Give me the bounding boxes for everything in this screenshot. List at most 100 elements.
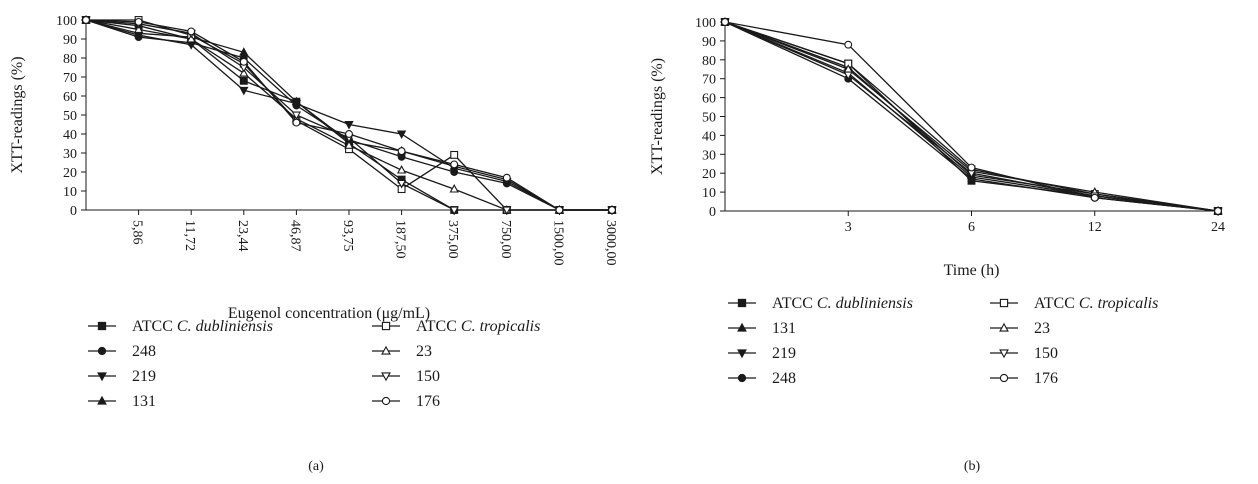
legend-label: ATCC C. tropicalis: [416, 318, 540, 335]
legend-item: ATCC C. dubliniensis: [88, 318, 273, 335]
legend-label: ATCC C. tropicalis: [1034, 295, 1158, 312]
y-tick-label: 70: [63, 71, 77, 86]
x-tick-label: 93,75: [340, 220, 355, 252]
legend-swatch-marker: [999, 373, 1009, 383]
y-tick-label: 90: [63, 33, 77, 48]
y-tick-label: 80: [702, 54, 716, 69]
legend-label: 219: [772, 345, 796, 362]
legend-label: 150: [416, 368, 440, 385]
data-point: [186, 33, 196, 43]
data-point: [967, 163, 976, 172]
legend-swatch-marker: [737, 298, 747, 308]
series-line: [86, 19, 612, 211]
series-atcc-c-tropicalis: [82, 16, 616, 214]
y-tick-label: 10: [63, 185, 77, 200]
data-point: [450, 160, 459, 169]
x-tick-label: 3000,00: [603, 220, 618, 266]
series-176: [721, 18, 1222, 215]
data-point: [502, 173, 511, 182]
data-point: [134, 17, 143, 26]
y-axis-label: XTT-readings (%): [649, 58, 666, 175]
legend-swatch-marker: [381, 345, 391, 355]
legend-label: 150: [1034, 345, 1058, 362]
y-tick-label: 70: [702, 73, 716, 88]
data-point: [291, 96, 302, 106]
y-tick-label: 20: [63, 166, 77, 181]
x-tick-label: 6: [968, 220, 975, 235]
legend-item: 248: [728, 370, 796, 387]
legend-label-species: C. tropicalis: [461, 318, 540, 335]
legend-label: 248: [772, 370, 796, 387]
x-tick-label: 46,87: [287, 220, 302, 252]
legend-item: 23: [372, 343, 432, 360]
y-tick-label: 40: [63, 128, 77, 143]
legend-label: 176: [1034, 370, 1058, 387]
legend-swatch-marker: [999, 349, 1009, 359]
series-line: [85, 19, 612, 211]
legend-swatch-marker: [737, 373, 747, 383]
x-tick-label: 750,00: [498, 220, 513, 259]
data-point: [82, 16, 90, 24]
y-tick-label: 50: [702, 111, 716, 126]
series-line: [85, 19, 612, 211]
legend-label: 176: [416, 393, 440, 410]
data-point: [239, 57, 248, 66]
data-point: [844, 40, 853, 49]
data-point: [239, 68, 249, 77]
legend-label-species: C. dubliniensis: [817, 295, 913, 312]
y-tick-label: 90: [702, 35, 716, 50]
y-tick-label: 100: [56, 14, 77, 29]
legend-item: 150: [990, 345, 1058, 362]
y-tick-label: 10: [702, 186, 716, 201]
legend-label-prefix: ATCC: [772, 295, 817, 312]
y-tick-label: 60: [63, 90, 77, 105]
legend-swatch-marker: [999, 298, 1009, 308]
y-tick-label: 30: [63, 147, 77, 162]
x-axis-label: Eugenol concentration (μg/mL): [228, 305, 430, 322]
data-point: [450, 150, 459, 159]
legend-item: ATCC C. tropicalis: [372, 318, 540, 335]
series-219: [81, 16, 617, 216]
series-line: [85, 19, 612, 211]
x-axis-label: Time (h): [944, 262, 1000, 279]
legend-item: ATCC C. tropicalis: [990, 295, 1158, 312]
x-tick-label: 3: [845, 220, 852, 235]
data-point: [292, 118, 301, 127]
legend-swatch-marker: [97, 321, 107, 331]
series-131: [81, 14, 617, 214]
legend-swatch-marker: [737, 322, 747, 332]
legend-item: 131: [728, 320, 796, 337]
legend-item: 176: [990, 370, 1058, 387]
data-point: [396, 165, 407, 174]
x-tick-label: 1500,00: [550, 220, 565, 266]
legend-label: 219: [132, 368, 156, 385]
data-point: [449, 184, 459, 193]
legend-label: 131: [132, 393, 156, 410]
data-point: [239, 47, 249, 56]
data-point: [396, 179, 407, 189]
data-point: [843, 71, 853, 80]
data-point: [345, 130, 353, 138]
data-point: [133, 24, 144, 33]
series-line: [85, 19, 612, 211]
x-tick-label: 11,72: [182, 220, 197, 251]
y-axis-label: XTT-readings (%): [9, 56, 26, 173]
data-point: [721, 18, 729, 26]
x-tick-label: 187,50: [393, 220, 408, 259]
legend-label-prefix: ATCC: [132, 318, 177, 335]
legend-item: ATCC C. dubliniensis: [728, 295, 913, 312]
data-point: [239, 86, 249, 96]
series-150: [81, 16, 617, 216]
x-tick-label: 23,44: [235, 220, 250, 251]
x-tick-label: 24: [1211, 220, 1225, 235]
legend-item: 150: [372, 368, 440, 385]
legend-swatch-marker: [999, 322, 1009, 332]
y-tick-label: 0: [70, 204, 77, 219]
series-line: [85, 19, 612, 211]
data-point: [396, 130, 407, 140]
legend-label: 131: [772, 320, 796, 337]
data-point: [344, 140, 354, 149]
data-point: [1214, 207, 1222, 215]
legend-swatch-marker: [97, 346, 107, 356]
